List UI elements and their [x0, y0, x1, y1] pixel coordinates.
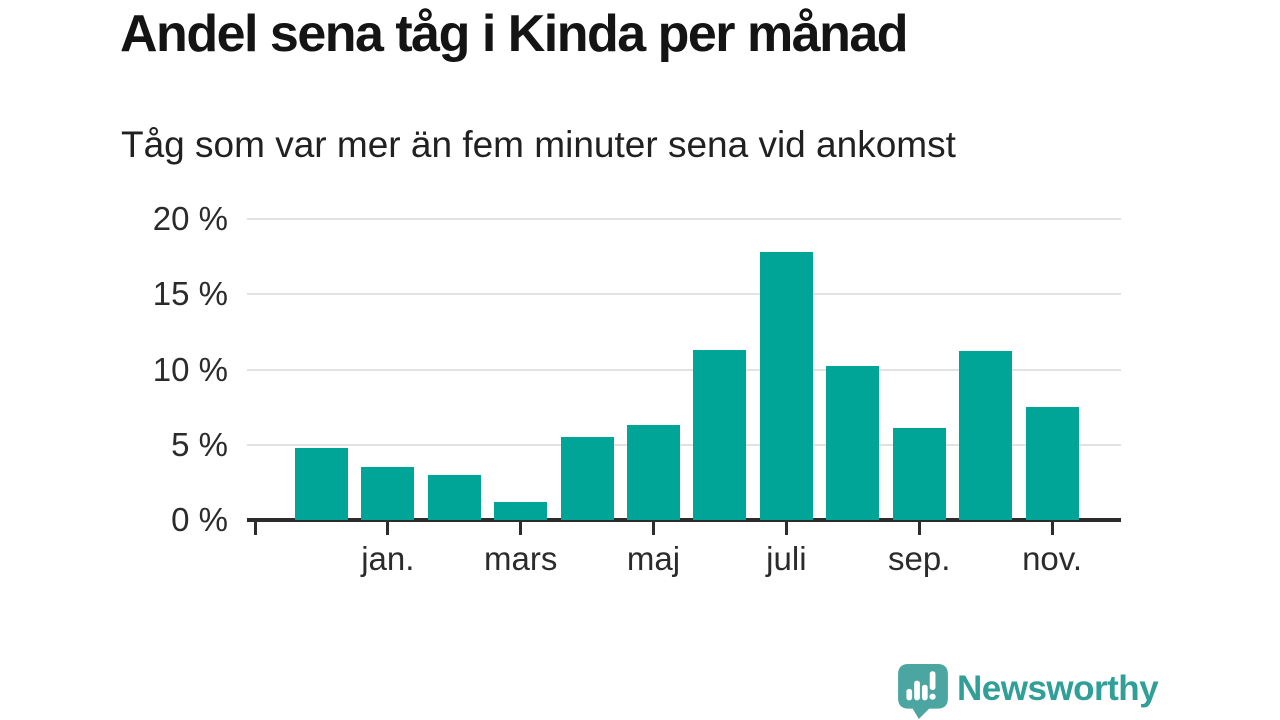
x-axis-tick	[917, 520, 921, 535]
y-axis-tick-label: 0 %	[171, 501, 228, 538]
y-axis-tick-label: 15 %	[152, 275, 228, 313]
x-axis-tick-label: sep.	[888, 540, 951, 577]
logo-exclamation-dot	[929, 693, 936, 700]
bar-month-3	[428, 475, 481, 520]
bar-month-5	[561, 437, 614, 520]
x-axis-tick	[253, 520, 257, 535]
bar-month-8	[760, 252, 813, 520]
gridline-15pct	[247, 293, 1121, 296]
bar-month-4	[494, 502, 547, 520]
bar-month-9	[826, 366, 879, 520]
x-axis-tick	[386, 520, 390, 535]
bar-month-10	[893, 428, 946, 520]
gridline-10pct	[247, 368, 1121, 371]
logo-exclamation-stem	[929, 671, 936, 690]
x-axis-tick-label: juli	[766, 540, 807, 577]
bar-month-11	[959, 351, 1012, 520]
x-axis-tick	[784, 520, 788, 535]
y-axis-tick-label: 20 %	[152, 200, 228, 237]
x-axis-tick-label: jan.	[361, 540, 415, 577]
bar-month-7	[693, 350, 746, 520]
bar-month-6	[627, 425, 680, 520]
plot-area	[247, 218, 1127, 535]
logo-bar-3	[921, 684, 928, 701]
x-axis-tick	[652, 520, 656, 535]
y-axis-tick-label: 5 %	[171, 425, 228, 463]
x-axis-tick	[519, 520, 523, 535]
logo-bar-2	[914, 680, 920, 701]
bar-month-2	[361, 467, 414, 520]
gridline-5pct	[247, 443, 1121, 446]
x-axis-tick-label: mars	[484, 540, 558, 577]
chart-subtitle: Tåg som var mer än fem minuter sena vid …	[121, 124, 956, 165]
logo-bar-1	[906, 688, 913, 701]
chart-title: Andel sena tåg i Kinda per månad	[120, 5, 909, 63]
gridline-20pct	[247, 218, 1121, 220]
newsworthy-logo-text: Newsworthy	[957, 669, 1159, 708]
x-axis-tick-label: nov.	[1022, 540, 1082, 577]
newsworthy-logo-icon	[898, 664, 948, 719]
x-axis-line	[247, 518, 1121, 522]
bar-month-1	[295, 448, 348, 520]
x-axis-tick-label: maj	[626, 540, 681, 577]
y-axis-tick-label: 10 %	[152, 350, 228, 388]
x-axis-tick	[1050, 520, 1054, 535]
bar-month-12	[1026, 407, 1079, 520]
